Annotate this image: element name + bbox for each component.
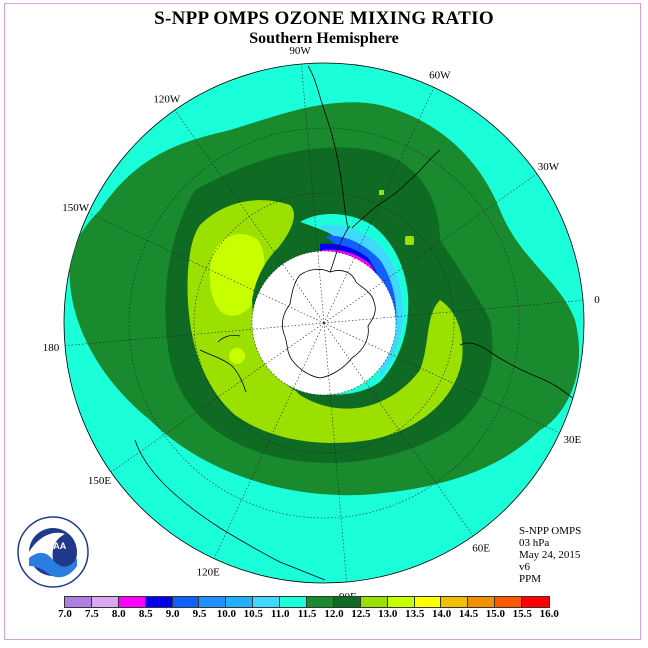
australia-coastline xyxy=(134,439,326,581)
colorbar-tick-label: 11.0 xyxy=(270,608,290,620)
longitude-label: 150E xyxy=(88,475,112,487)
longitude-label: 30E xyxy=(563,434,581,446)
colorbar-swatch xyxy=(91,597,119,607)
colorbar-tick-label: 9.5 xyxy=(192,608,207,620)
south-america-coastline xyxy=(307,65,349,229)
colorbar-swatch xyxy=(145,597,173,607)
colorbar-swatch xyxy=(522,597,550,607)
antarctic-peninsula xyxy=(329,225,351,273)
meridian-line xyxy=(174,109,325,324)
longitude-label: 0 xyxy=(594,294,600,306)
info-date: May 24, 2015 xyxy=(519,549,581,561)
longitude-labels: 030E60E90E120E150E180150W120W90W60W30W xyxy=(43,45,600,603)
south-america-east xyxy=(351,149,441,229)
page-subtitle: Southern Hemisphere xyxy=(249,30,399,47)
colorbar-swatch xyxy=(495,597,523,607)
band-13-0-small xyxy=(229,348,245,364)
colorbar-tick-label: 8.0 xyxy=(111,608,126,620)
colorbar-tick-label: 13.0 xyxy=(378,608,398,620)
colorbar-swatch xyxy=(307,597,334,607)
meridian-line xyxy=(110,322,325,473)
vortex-blue xyxy=(325,235,397,362)
meridian-line xyxy=(64,322,325,346)
colorbar-tick-label: 15.5 xyxy=(512,608,532,620)
longitude-label: 120W xyxy=(153,94,181,106)
meridian-line xyxy=(323,173,538,324)
meridian-line xyxy=(213,322,325,559)
longitude-label: 30W xyxy=(538,161,560,173)
info-version: v6 xyxy=(519,561,530,573)
latitude-circle xyxy=(193,192,455,454)
figure-frame xyxy=(4,3,641,640)
colorbar-tick-label: 11.5 xyxy=(297,608,317,620)
colorbar-swatch xyxy=(468,597,496,607)
colorbar-swatch xyxy=(65,597,92,607)
meridian-line xyxy=(323,322,474,537)
noaa-logo: NOAA xyxy=(17,516,89,588)
colorbar-tick-label: 7.5 xyxy=(85,608,99,620)
meridian-line xyxy=(323,322,347,583)
colorbar-swatch xyxy=(172,597,200,607)
new-zealand-coastline xyxy=(199,334,247,393)
latitude-circle xyxy=(128,127,520,519)
colorbar-swatch xyxy=(360,597,388,607)
colorbar-tick-label: 8.5 xyxy=(138,608,153,620)
longitude-label: 60W xyxy=(429,70,451,82)
colorbar-tick-label: 10.0 xyxy=(216,608,237,620)
colorbar-swatch xyxy=(387,597,415,607)
longitude-label: 60E xyxy=(472,542,490,554)
meridian-line xyxy=(323,300,584,324)
info-level: 03 hPa xyxy=(519,537,550,549)
colorbar-swatch xyxy=(118,597,146,607)
info-block: S-NPP OMPS 03 hPa May 24, 2015 v6 PPM xyxy=(519,525,581,585)
meridian-line xyxy=(323,322,560,434)
colorbar-tick-label: 7.0 xyxy=(58,608,72,620)
patch-a xyxy=(405,236,414,245)
colorbar-tick-label: 14.0 xyxy=(431,608,452,620)
colorbar-tick-label: 12.0 xyxy=(324,608,344,620)
colorbar-swatch xyxy=(253,597,281,607)
info-instrument: S-NPP OMPS xyxy=(519,525,582,537)
band-13-0 xyxy=(209,234,265,316)
page-title: S-NPP OMPS OZONE MIXING RATIO xyxy=(154,8,494,29)
africa-coastline xyxy=(459,342,576,401)
colorbar-tick-label: 15.0 xyxy=(485,608,506,620)
colorbar-tick-label: 12.5 xyxy=(351,608,371,620)
colorbar-swatch xyxy=(333,597,361,607)
colorbar xyxy=(64,596,551,608)
colorbar-tick-label: 10.5 xyxy=(243,608,263,620)
colorbar-tick-label: 13.5 xyxy=(405,608,425,620)
colorbar-tick-label: 14.5 xyxy=(458,608,479,620)
info-units: PPM xyxy=(519,573,542,585)
meridian-line xyxy=(323,87,435,324)
colorbar-tick-label: 9.0 xyxy=(165,608,180,620)
meridian-line xyxy=(301,63,325,324)
longitude-label: 180 xyxy=(43,342,60,354)
longitude-label: 90W xyxy=(289,45,311,57)
antarctica-coastline xyxy=(282,268,376,379)
colorbar-swatch xyxy=(280,597,308,607)
colorbar-swatch xyxy=(414,597,442,607)
meridian-line xyxy=(88,212,325,324)
colorbar-swatch xyxy=(441,597,469,607)
patch-b xyxy=(379,190,384,195)
longitude-label: 150W xyxy=(62,202,90,214)
colorbar-swatch xyxy=(199,597,227,607)
colorbar-tick-label: 16.0 xyxy=(539,608,559,620)
longitude-label: 120E xyxy=(197,566,221,578)
noaa-logo-text: NOAA xyxy=(40,541,67,551)
latitude-circle xyxy=(251,250,397,396)
colorbar-swatch xyxy=(226,597,254,607)
